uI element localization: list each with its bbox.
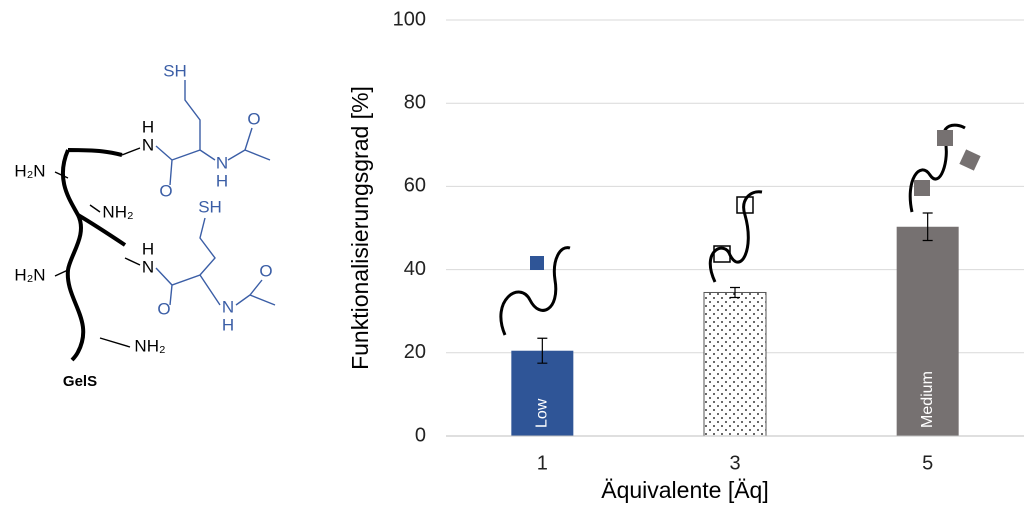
bar-label: Low <box>534 398 551 428</box>
atom-label: H <box>142 117 154 136</box>
atom-label: NH₂ <box>134 336 165 355</box>
atom-label: SH <box>163 61 187 80</box>
error-bar <box>922 212 933 242</box>
atom-label: N <box>216 153 228 172</box>
y-tick-label: 80 <box>404 91 426 113</box>
atom-label: O <box>157 299 170 318</box>
structure: SH H N O O N H H₂N NH₂ SH H N O H₂N O N … <box>14 61 276 390</box>
y-tick-label: 0 <box>415 424 426 446</box>
atom-label: N <box>142 257 154 276</box>
bar <box>896 226 959 436</box>
atom-label: H <box>222 315 234 334</box>
plot: 0 20 40 60 80 100 Funktionalisierungsgrad [%] Ä… <box>347 8 1024 503</box>
atom-label: H₂N <box>14 265 45 284</box>
icons <box>499 123 981 336</box>
atom-label: N <box>142 135 154 154</box>
atom-label: SH <box>198 197 222 216</box>
y-tick-label: 100 <box>393 8 426 30</box>
x-tick-label: 1 <box>537 452 548 474</box>
atom-label: O <box>247 109 260 128</box>
y-tick-label: 60 <box>404 175 426 197</box>
y-tick-label: 20 <box>404 341 426 363</box>
atom-label: H₂N <box>14 161 45 180</box>
atom-label: NH₂ <box>102 202 133 221</box>
atom-label: O <box>259 261 272 280</box>
y-axis-label: Funktionalisierungsgrad [%] <box>347 86 373 370</box>
y-tick-label: 40 <box>404 258 426 280</box>
x-tick-label: 5 <box>922 452 933 474</box>
atom-label: H <box>216 171 228 190</box>
atom-label: H <box>142 239 154 258</box>
bar-label: Medium <box>919 371 936 428</box>
x-axis-label: Äquivalente [Äq] <box>601 477 769 503</box>
atom-label: O <box>159 181 172 200</box>
error-bar <box>537 337 548 364</box>
error-bar <box>730 286 740 299</box>
bar <box>511 350 574 436</box>
bar <box>703 291 767 437</box>
atom-label: N <box>222 297 234 316</box>
x-tick-label: 3 <box>729 452 740 474</box>
structure-name: GelS <box>63 373 97 390</box>
